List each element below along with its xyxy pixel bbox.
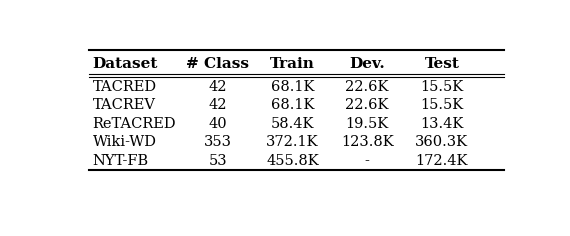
- Text: TACREV: TACREV: [92, 98, 156, 112]
- Text: 15.5K: 15.5K: [420, 80, 463, 94]
- Text: 353: 353: [203, 135, 231, 149]
- Text: 15.5K: 15.5K: [420, 98, 463, 112]
- Text: 53: 53: [208, 154, 227, 168]
- Text: NYT-FB: NYT-FB: [92, 154, 149, 168]
- Text: 372.1K: 372.1K: [266, 135, 319, 149]
- Text: 123.8K: 123.8K: [341, 135, 393, 149]
- Text: 42: 42: [209, 98, 227, 112]
- Text: 172.4K: 172.4K: [416, 154, 468, 168]
- Text: Test: Test: [425, 57, 459, 71]
- Text: 58.4K: 58.4K: [271, 117, 314, 131]
- Text: Dataset: Dataset: [92, 57, 158, 71]
- Text: 42: 42: [209, 80, 227, 94]
- Text: Train: Train: [270, 57, 315, 71]
- Text: 40: 40: [208, 117, 227, 131]
- Text: Dev.: Dev.: [349, 57, 385, 71]
- Text: 13.4K: 13.4K: [420, 117, 463, 131]
- Text: # Class: # Class: [186, 57, 249, 71]
- Text: -: -: [365, 154, 369, 168]
- Text: 360.3K: 360.3K: [416, 135, 469, 149]
- Text: 22.6K: 22.6K: [345, 80, 389, 94]
- Text: ReTACRED: ReTACRED: [92, 117, 176, 131]
- Text: Wiki-WD: Wiki-WD: [92, 135, 156, 149]
- Text: TACRED: TACRED: [92, 80, 157, 94]
- Text: 19.5K: 19.5K: [345, 117, 389, 131]
- Text: 68.1K: 68.1K: [271, 80, 314, 94]
- Text: 68.1K: 68.1K: [271, 98, 314, 112]
- Text: 455.8K: 455.8K: [266, 154, 319, 168]
- Text: 22.6K: 22.6K: [345, 98, 389, 112]
